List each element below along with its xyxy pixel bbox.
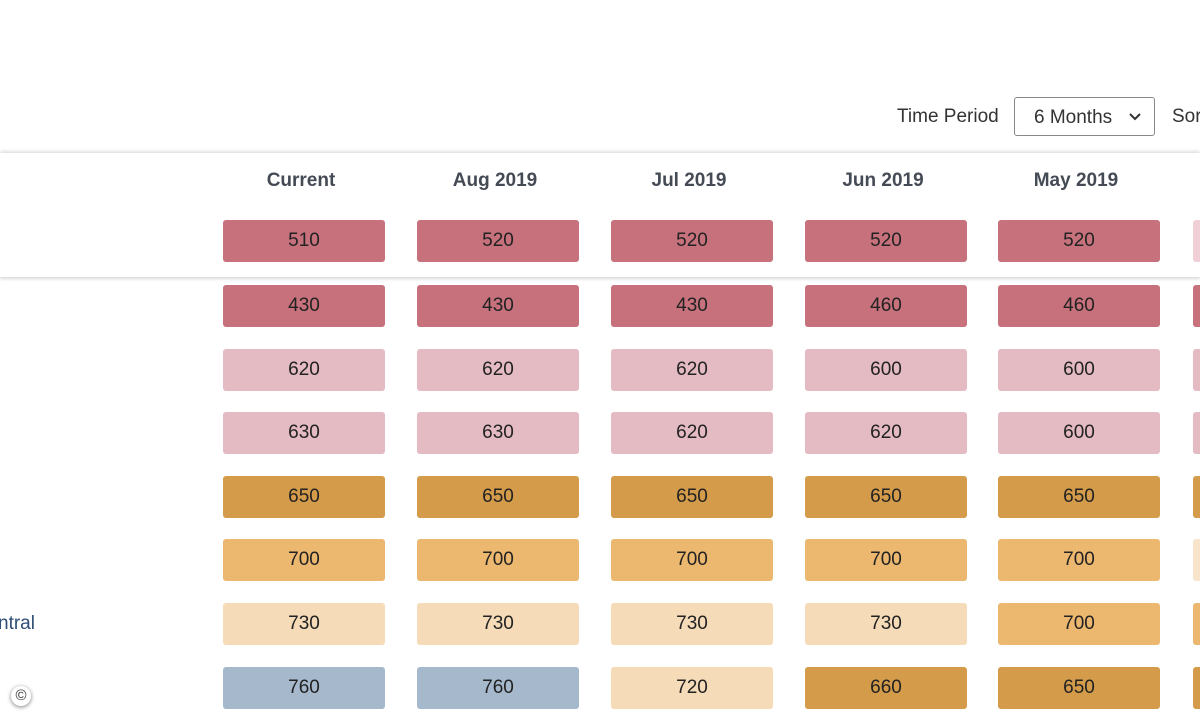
cell: 700 [223, 539, 385, 581]
cell: 650 [223, 476, 385, 518]
cell: 660 [805, 667, 967, 709]
cell: 630 [223, 412, 385, 454]
cell: 620 [611, 349, 773, 391]
cell: 650 [417, 476, 579, 518]
cell: 730 [805, 603, 967, 645]
cell: 760 [417, 667, 579, 709]
cell [1193, 539, 1200, 581]
column-header: Current [266, 170, 336, 191]
cell: 520 [417, 220, 579, 262]
cell: 430 [611, 285, 773, 327]
cell: 650 [611, 476, 773, 518]
cell: 650 [805, 476, 967, 518]
chevron [1129, 113, 1141, 121]
column-header: Jul 2019 [651, 170, 727, 191]
cell: 520 [611, 220, 773, 262]
cell: 620 [223, 349, 385, 391]
cell: 760 [223, 667, 385, 709]
cell: 700 [805, 539, 967, 581]
column-header: Aug 2019 [452, 170, 538, 191]
column-header: Jun 2019 [842, 170, 924, 191]
cell: 510 [223, 220, 385, 262]
cell [1193, 412, 1200, 454]
cell: 600 [998, 412, 1160, 454]
cell: 720 [611, 667, 773, 709]
cell: 700 [998, 539, 1160, 581]
cell: 460 [998, 285, 1160, 327]
cell: 620 [611, 412, 773, 454]
cell: 620 [417, 349, 579, 391]
cell [1193, 285, 1200, 327]
cell: 650 [998, 667, 1160, 709]
cell: 520 [805, 220, 967, 262]
cell [1193, 476, 1200, 518]
cell [1193, 220, 1200, 262]
copyright-icon[interactable]: © [11, 686, 31, 706]
cell: 600 [805, 349, 967, 391]
cell: 600 [998, 349, 1160, 391]
row-label: ntral [0, 613, 35, 634]
dropdown-value: 6 Months [1034, 107, 1113, 128]
cell [1193, 667, 1200, 709]
cell: 430 [223, 285, 385, 327]
cell: 730 [417, 603, 579, 645]
column-header: May 2019 [1033, 170, 1119, 191]
time-period-label: Time Period [897, 106, 999, 127]
cell [1193, 349, 1200, 391]
cell: 630 [417, 412, 579, 454]
cell [1193, 603, 1200, 645]
cell: 730 [611, 603, 773, 645]
cell: 700 [998, 603, 1160, 645]
sort-label[interactable]: Sor [1172, 106, 1200, 127]
cell: 650 [998, 476, 1160, 518]
cell: 620 [805, 412, 967, 454]
cell: 730 [223, 603, 385, 645]
cell: 430 [417, 285, 579, 327]
cell: 460 [805, 285, 967, 327]
cell: 520 [998, 220, 1160, 262]
cell: 700 [417, 539, 579, 581]
cell: 700 [611, 539, 773, 581]
time-period-dropdown[interactable]: 6 Months [1014, 97, 1155, 136]
